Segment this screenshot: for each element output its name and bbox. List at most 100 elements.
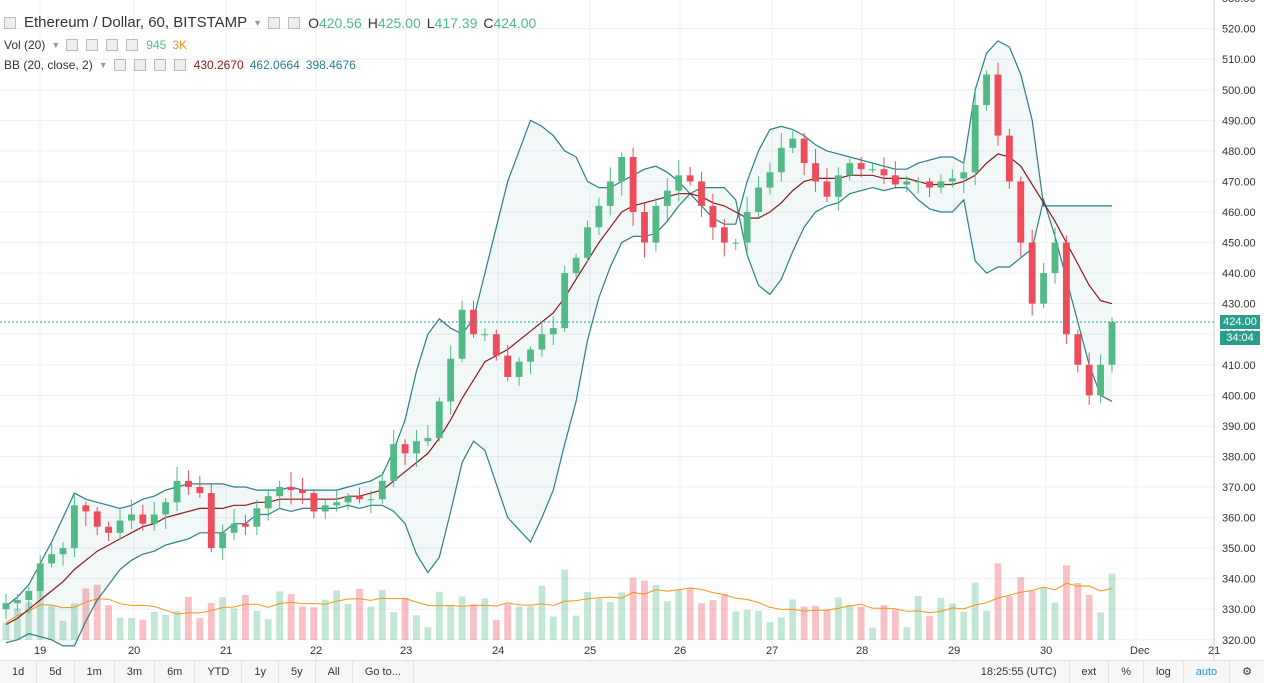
candle-body xyxy=(93,511,101,527)
candle-body xyxy=(1005,135,1013,182)
clock-time[interactable]: 18:25:55 (UTC) xyxy=(969,661,1070,683)
range-1d[interactable]: 1d xyxy=(0,661,38,683)
close-icon[interactable] xyxy=(173,59,186,71)
candle-body xyxy=(561,273,569,329)
range-6m[interactable]: 6m xyxy=(155,661,196,683)
volume-bar xyxy=(515,606,523,640)
volume-bar xyxy=(504,604,512,640)
bb-mid-value: 430.2670 xyxy=(193,58,244,72)
candle-body xyxy=(903,181,911,185)
chevron-down-icon[interactable]: ▼ xyxy=(51,40,61,50)
candle-body xyxy=(424,438,432,442)
x-tick-label: 20 xyxy=(128,645,140,657)
eye-icon[interactable] xyxy=(66,39,79,51)
time-axis: 19 20 21 22 23 24 25 26 27 28 29 30 Dec 21 xyxy=(34,645,1220,657)
y-tick-label: 490.00 xyxy=(1222,115,1256,127)
range-5d[interactable]: 5d xyxy=(37,661,75,683)
settings-icon[interactable] xyxy=(133,59,146,71)
volume-bar xyxy=(857,606,865,640)
candle-body xyxy=(447,358,455,402)
y-tick-label: 520.00 xyxy=(1222,24,1256,36)
price-axis: 320.00 330.00 340.00 350.00 360.00 370.00 380.… xyxy=(1222,0,1256,647)
candle-body xyxy=(1097,364,1105,396)
chevron-down-icon[interactable]: ▼ xyxy=(98,60,108,70)
range-all[interactable]: All xyxy=(316,661,353,683)
close-icon[interactable] xyxy=(126,39,139,51)
settings-icon[interactable] xyxy=(86,39,99,51)
goto-button[interactable]: Go to... xyxy=(353,661,414,683)
volume-bar xyxy=(584,591,591,640)
y-tick-label: 440.00 xyxy=(1222,268,1256,280)
volume-bar xyxy=(82,588,90,640)
plus-icon[interactable] xyxy=(106,39,119,51)
candle-body xyxy=(458,309,466,359)
bb-lower-value: 398.4676 xyxy=(305,58,356,72)
ext-toggle[interactable]: ext xyxy=(1070,661,1110,683)
candle-body xyxy=(618,157,626,182)
candle-body xyxy=(242,523,249,527)
range-ytd[interactable]: YTD xyxy=(195,661,243,683)
y-tick-label: 460.00 xyxy=(1222,207,1256,219)
volume-bar xyxy=(481,598,489,640)
volume-bar xyxy=(253,611,261,640)
volume-bar xyxy=(652,585,660,640)
collapse-icon[interactable] xyxy=(4,16,16,29)
range-1y[interactable]: 1y xyxy=(242,661,279,683)
volume-bar xyxy=(629,577,637,640)
volume-bar xyxy=(538,585,546,640)
candle-body xyxy=(59,548,67,555)
x-tick-label: 25 xyxy=(584,645,596,657)
candle-body xyxy=(926,181,933,188)
auto-toggle[interactable]: auto xyxy=(1184,661,1231,683)
percent-toggle[interactable]: % xyxy=(1109,661,1145,683)
volume-bar xyxy=(595,598,603,640)
candle-body xyxy=(686,175,694,182)
candle-body xyxy=(789,138,797,148)
volume-bar xyxy=(937,597,945,640)
gear-icon[interactable]: ⚙ xyxy=(1242,666,1252,678)
y-tick-label: 380.00 xyxy=(1222,451,1256,463)
candle-body xyxy=(310,493,318,512)
range-3m[interactable]: 3m xyxy=(115,661,156,683)
volume-ma-line xyxy=(5,582,1113,624)
candle-body xyxy=(13,600,21,604)
volume-bar xyxy=(207,602,215,640)
candle-body xyxy=(1062,242,1070,335)
symbol-title: Ethereum / Dollar, 60, BITSTAMP xyxy=(24,14,248,31)
y-tick-label: 530.00 xyxy=(1222,0,1256,5)
chevron-down-icon[interactable]: ▼ xyxy=(253,17,263,28)
log-toggle[interactable]: log xyxy=(1144,661,1184,683)
volume-bar xyxy=(470,604,477,640)
volume-bar xyxy=(13,608,21,640)
volume-bar xyxy=(823,609,831,640)
volume-bar xyxy=(458,596,466,640)
candle-body xyxy=(880,169,888,176)
volume-bar xyxy=(1085,594,1093,640)
volume-ma-value: 3K xyxy=(172,38,187,52)
settings-icon[interactable] xyxy=(288,16,301,29)
bollinger-lower-line xyxy=(5,186,1113,647)
candle-body xyxy=(994,74,1002,136)
candle-body xyxy=(128,514,135,521)
eye-icon[interactable] xyxy=(113,59,126,71)
candle-body xyxy=(185,480,192,487)
volume-bar xyxy=(641,580,648,640)
eye-icon[interactable] xyxy=(268,16,281,29)
candle-body xyxy=(960,172,968,179)
candle-body xyxy=(139,514,147,524)
y-tick-label: 350.00 xyxy=(1222,543,1256,555)
plus-icon[interactable] xyxy=(153,59,166,71)
volume-bar xyxy=(800,606,808,640)
price-chart[interactable]: 320.00 330.00 340.00 350.00 360.00 370.00 380.… xyxy=(0,0,1264,660)
range-5y[interactable]: 5y xyxy=(279,661,316,683)
candle-body xyxy=(846,163,854,176)
volume-bar xyxy=(834,597,842,640)
candle-body xyxy=(538,334,546,350)
range-1m[interactable]: 1m xyxy=(75,661,115,683)
volume-bar xyxy=(378,589,386,640)
candle-body xyxy=(914,181,922,183)
volume-bar xyxy=(321,599,329,640)
candle-body xyxy=(1074,334,1082,365)
candle-body xyxy=(150,514,158,524)
volume-bar xyxy=(1051,602,1059,640)
